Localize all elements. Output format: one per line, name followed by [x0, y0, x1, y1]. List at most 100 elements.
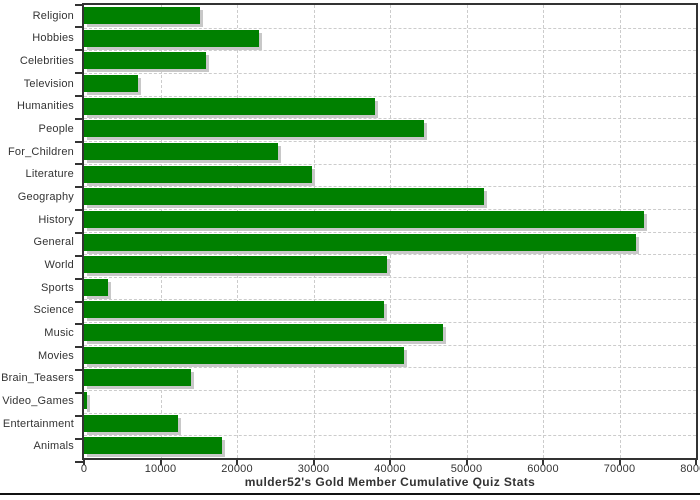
bottom-divider: [0, 493, 700, 495]
bar: [84, 369, 192, 387]
bar: [84, 392, 88, 410]
category-label: Sports: [41, 281, 74, 294]
y-tick: [75, 391, 84, 394]
bar: [84, 346, 404, 364]
category-label: Music: [44, 326, 74, 339]
x-tick-label: 0: [80, 463, 88, 475]
grid-line-h: [84, 118, 696, 120]
x-tick: [465, 460, 468, 465]
category-label: Brain_Teasers: [1, 372, 74, 385]
category-label: General: [33, 236, 74, 249]
x-tick: [618, 460, 621, 465]
grid-line-h: [84, 412, 696, 414]
y-tick: [75, 369, 84, 372]
y-tick: [75, 72, 84, 75]
y-tick: [75, 460, 84, 463]
bar: [84, 165, 312, 183]
category-label: For_Children: [8, 145, 74, 158]
chart-title: mulder52's Gold Member Cumulative Quiz S…: [244, 475, 536, 489]
x-tick: [695, 460, 697, 465]
y-tick: [75, 323, 84, 326]
grid-line-h: [84, 186, 696, 188]
x-tick-label: 40000: [374, 463, 406, 475]
grid-line-h: [84, 72, 696, 74]
category-label: Celebrities: [19, 55, 74, 68]
y-tick: [75, 232, 84, 234]
category-label: History: [38, 213, 74, 226]
grid-line-h: [84, 140, 696, 142]
category-label: Science: [33, 304, 74, 317]
grid-line-h: [84, 344, 696, 346]
x-tick: [83, 460, 85, 465]
y-tick: [75, 437, 84, 440]
grid-line-h: [84, 299, 696, 301]
category-label: Geography: [17, 191, 74, 204]
category-label: Movies: [37, 349, 74, 362]
grid-line-h: [84, 322, 696, 324]
plot-area: [82, 3, 698, 460]
bar: [84, 256, 387, 274]
y-tick: [75, 3, 84, 6]
category-label: Humanities: [16, 100, 74, 113]
category-label: Television: [23, 77, 74, 90]
y-tick: [75, 49, 84, 52]
bar: [84, 233, 637, 251]
x-tick-label: 50000: [450, 463, 483, 475]
y-tick: [75, 163, 84, 166]
bar: [84, 301, 384, 319]
category-label: Hobbies: [32, 32, 74, 45]
bar: [84, 324, 443, 342]
x-tick: [542, 460, 544, 465]
y-tick: [75, 277, 84, 280]
x-tick: [159, 460, 162, 465]
y-tick: [75, 300, 84, 303]
category-label: People: [38, 123, 74, 136]
x-tick-label: 60000: [527, 463, 559, 475]
category-label: Animals: [33, 440, 74, 453]
grid-line-h: [84, 50, 696, 52]
bar: [84, 97, 376, 115]
grid-line-h: [84, 27, 696, 29]
y-tick: [75, 117, 84, 120]
grid-line-h: [84, 276, 696, 278]
x-tick: [312, 460, 315, 465]
x-tick: [389, 460, 391, 465]
bar: [84, 414, 179, 432]
category-label: World: [44, 258, 74, 271]
grid-line-h: [84, 254, 696, 256]
x-tick-label: 20000: [221, 463, 253, 475]
x-tick-label: 80000: [680, 463, 700, 475]
grid-line-h: [84, 231, 696, 233]
y-tick: [75, 26, 84, 29]
x-tick-label: 70000: [603, 463, 636, 475]
y-tick: [75, 140, 84, 143]
bar: [84, 74, 139, 92]
category-label: Video_Games: [2, 394, 74, 407]
grid-line-h: [84, 390, 696, 392]
category-label: Literature: [25, 168, 74, 181]
bar: [84, 188, 485, 206]
bar: [84, 52, 206, 70]
grid-line-h: [84, 95, 696, 97]
bar: [84, 210, 644, 228]
bar: [84, 142, 279, 160]
y-tick: [75, 254, 84, 257]
x-tick: [236, 460, 238, 465]
y-tick: [75, 346, 84, 349]
bar: [84, 29, 260, 47]
bar: [84, 7, 201, 24]
grid-line-h: [84, 367, 696, 369]
x-tick-label: 30000: [297, 463, 330, 475]
x-tick-label: 10000: [144, 463, 177, 475]
y-tick: [75, 186, 84, 189]
grid-line-h: [84, 163, 696, 165]
y-tick: [75, 414, 84, 417]
y-tick: [75, 94, 84, 97]
bar: [84, 437, 222, 455]
category-label: Religion: [32, 9, 74, 22]
grid-line-h: [84, 435, 696, 437]
bar: [84, 120, 424, 138]
category-label: Entertainment: [2, 417, 74, 430]
bar: [84, 278, 109, 296]
